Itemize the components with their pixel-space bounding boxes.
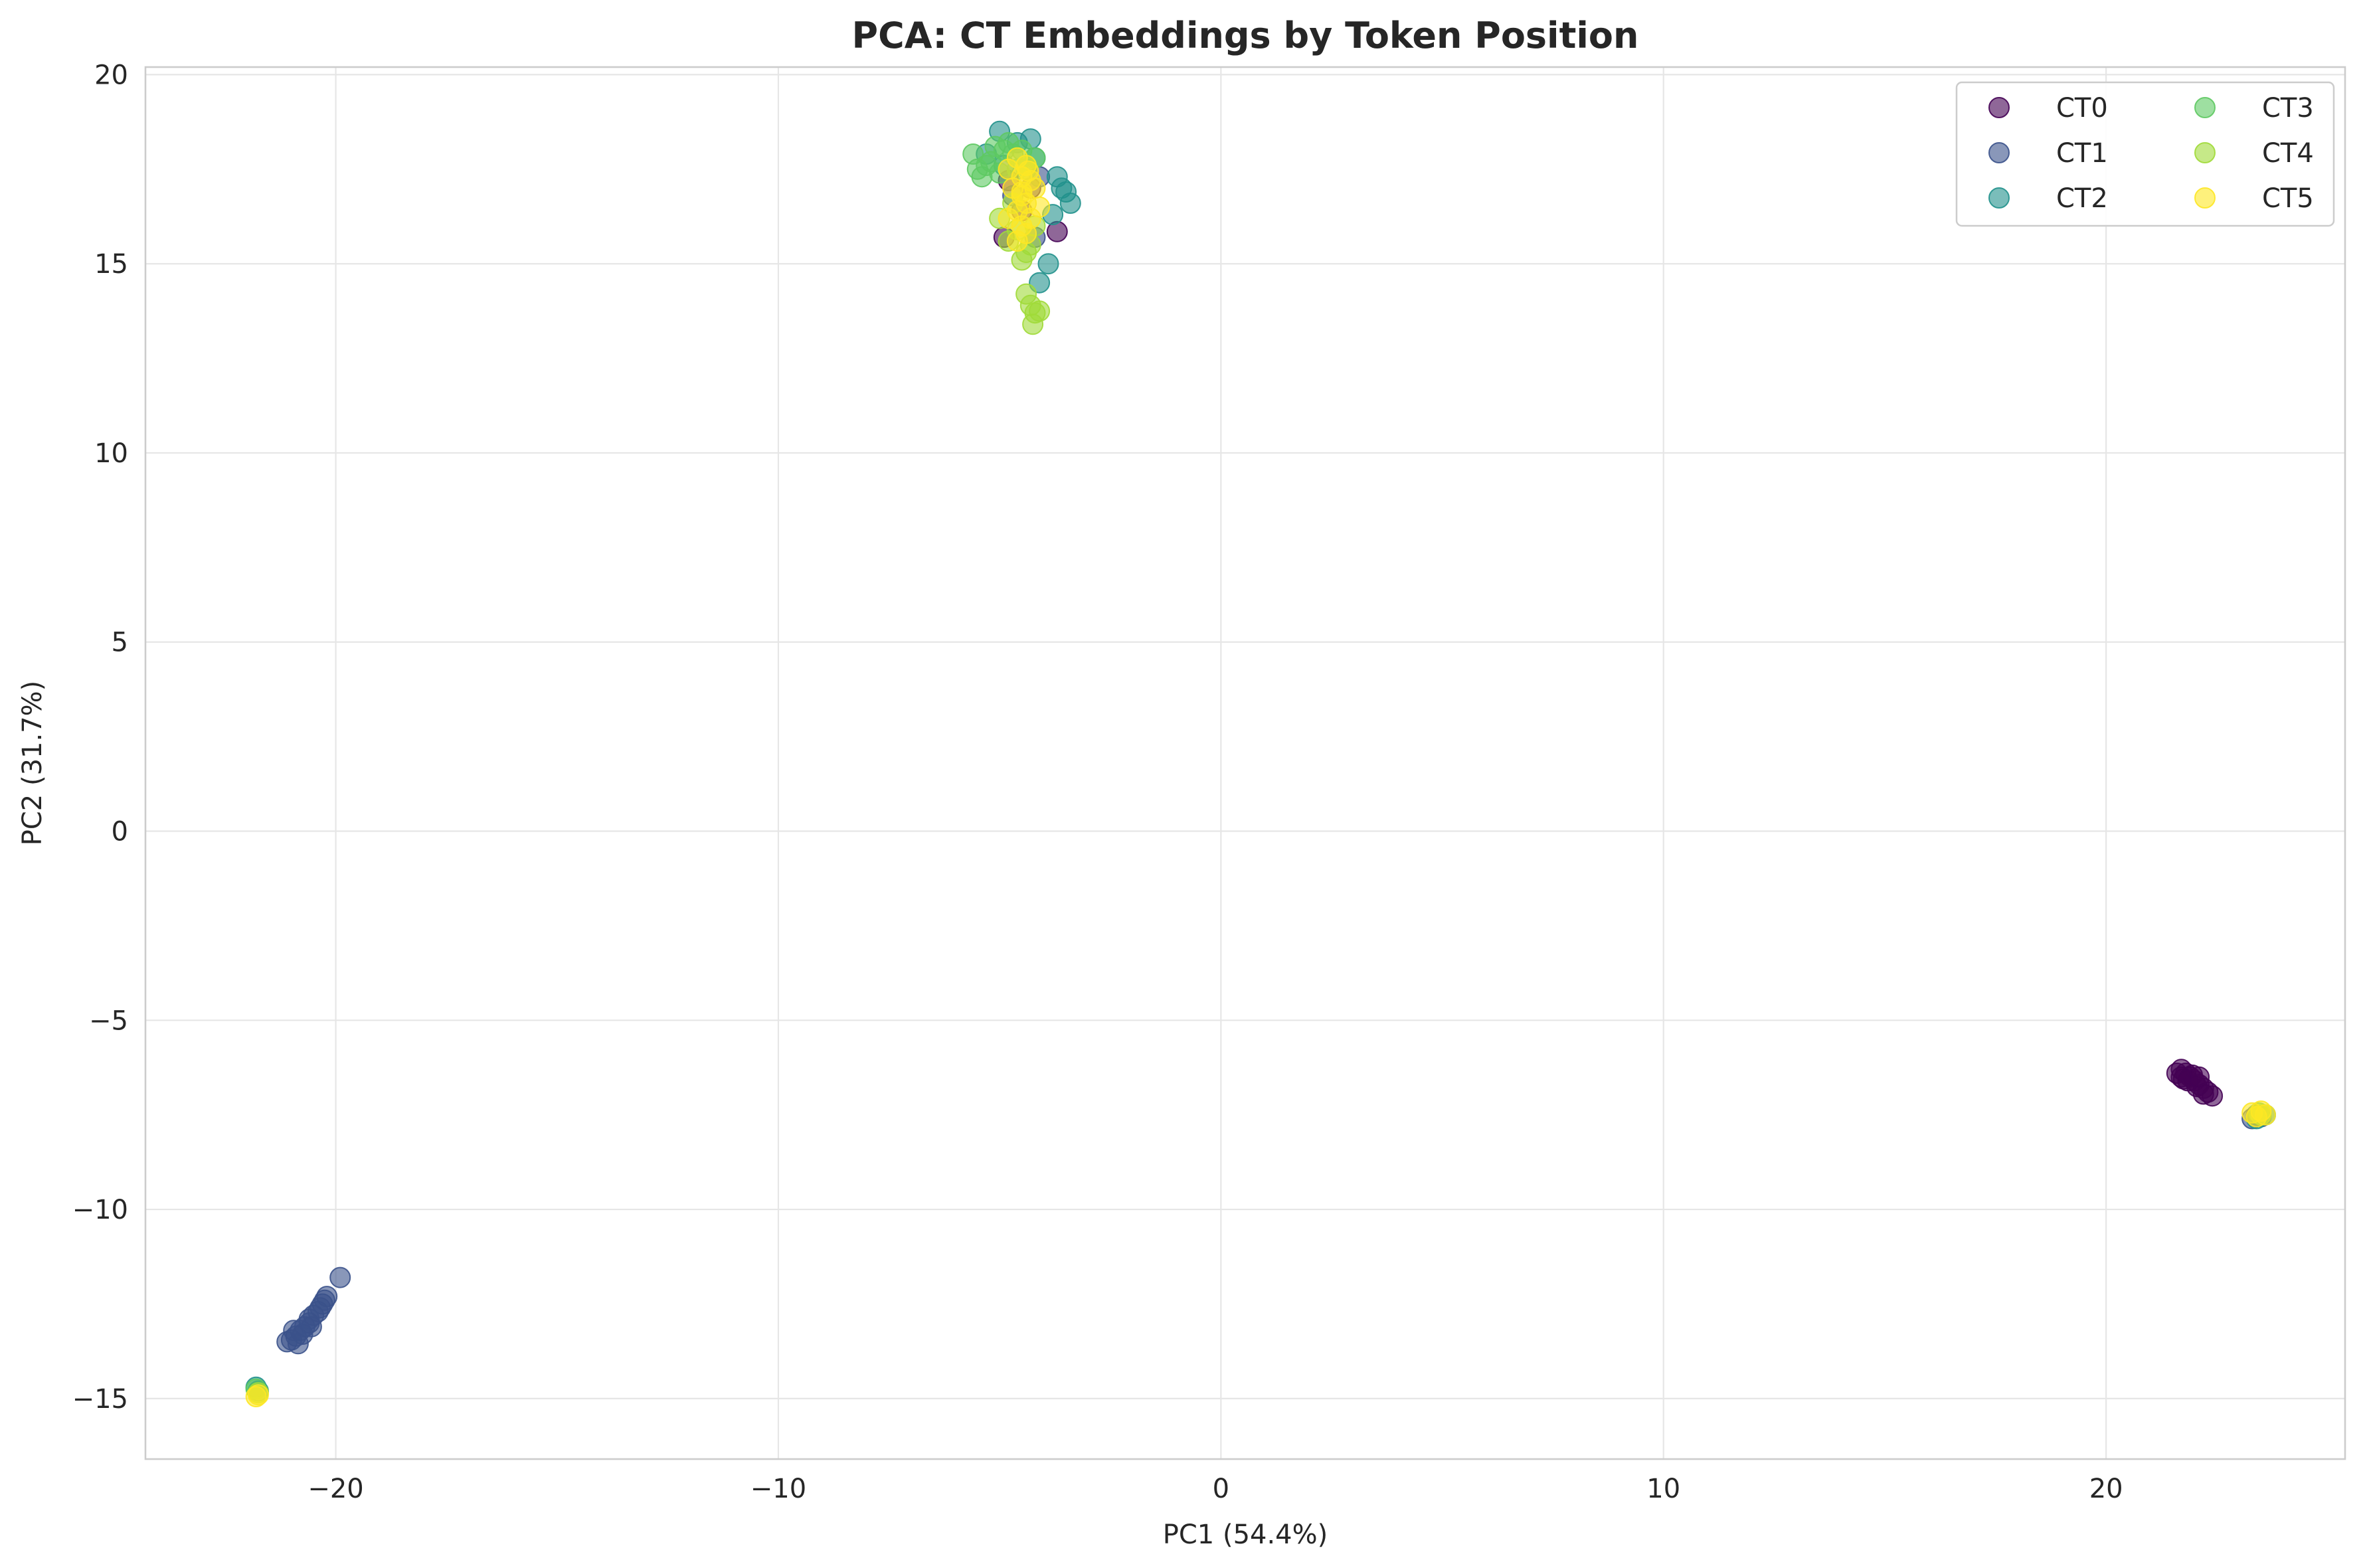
legend-entry: CT5 bbox=[2194, 183, 2314, 214]
legend-entry: CT0 bbox=[1988, 93, 2108, 124]
series-ct5 bbox=[245, 147, 2276, 1407]
data-point bbox=[1051, 177, 1073, 199]
grid bbox=[145, 67, 2345, 1459]
legend-label: CT5 bbox=[2262, 183, 2314, 214]
legend-marker bbox=[1988, 187, 2010, 209]
x-tick-label: −10 bbox=[750, 1474, 806, 1504]
data-point bbox=[329, 1266, 351, 1288]
chart-title: PCA: CT Embeddings by Token Position bbox=[852, 15, 1639, 56]
y-tick-label: −15 bbox=[72, 1384, 128, 1415]
data-point bbox=[298, 1308, 320, 1330]
data-point bbox=[245, 1386, 267, 1407]
x-axis-label: PC1 (54.4%) bbox=[1163, 1520, 1328, 1550]
data-point bbox=[1037, 253, 1059, 275]
legend-marker bbox=[2194, 97, 2216, 118]
y-tick-label: 10 bbox=[94, 438, 128, 469]
x-tick-label: 10 bbox=[1646, 1474, 1680, 1504]
legend-label: CT3 bbox=[2262, 93, 2314, 124]
legend-marker bbox=[2194, 142, 2216, 163]
y-tick-label: 0 bbox=[112, 817, 128, 847]
legend-marker bbox=[1988, 142, 2010, 163]
data-point bbox=[998, 207, 1019, 229]
legend-marker bbox=[2194, 187, 2216, 209]
legend-frame bbox=[1955, 81, 2335, 227]
legend-marker bbox=[1988, 97, 2010, 118]
y-tick-label: −5 bbox=[89, 1005, 128, 1036]
y-tick-label: 15 bbox=[94, 249, 128, 280]
x-tick-label: −20 bbox=[307, 1474, 363, 1504]
legend-entry: CT4 bbox=[2194, 138, 2314, 169]
legend-label: CT1 bbox=[2056, 138, 2108, 169]
x-tick-label: 0 bbox=[1213, 1474, 1229, 1504]
data-point bbox=[283, 1320, 305, 1342]
data-point bbox=[2188, 1066, 2210, 1088]
y-axis-label: PC2 (31.7%) bbox=[17, 681, 48, 846]
data-point bbox=[1006, 230, 1028, 252]
data-points bbox=[245, 120, 2276, 1407]
data-point bbox=[2170, 1066, 2192, 1088]
data-point bbox=[1029, 300, 1051, 322]
legend-label: CT0 bbox=[2056, 93, 2108, 124]
legend-label: CT4 bbox=[2262, 138, 2314, 169]
y-tick-label: −10 bbox=[72, 1195, 128, 1225]
data-point bbox=[2245, 1106, 2267, 1128]
data-point bbox=[313, 1289, 335, 1311]
legend-entry: CT3 bbox=[2194, 93, 2314, 124]
legend: CT0 CT1 CT2 CT3 CT4 CT5 bbox=[1955, 81, 2335, 227]
legend-entry: CT2 bbox=[1988, 183, 2108, 214]
legend-entry: CT1 bbox=[1988, 138, 2108, 169]
data-point bbox=[1011, 181, 1033, 203]
legend-label: CT2 bbox=[2056, 183, 2108, 214]
data-point bbox=[966, 158, 988, 180]
data-point bbox=[1029, 196, 1051, 218]
y-tick-label: 5 bbox=[112, 628, 128, 658]
x-tick-label: 20 bbox=[2089, 1474, 2123, 1504]
tick-labels: −20 −10 0 10 20 −15 −10 −5 0 5 10 15 20 bbox=[72, 60, 2123, 1504]
data-point bbox=[1017, 160, 1039, 182]
plot-frame bbox=[144, 66, 2346, 1460]
y-tick-label: 20 bbox=[94, 60, 128, 90]
